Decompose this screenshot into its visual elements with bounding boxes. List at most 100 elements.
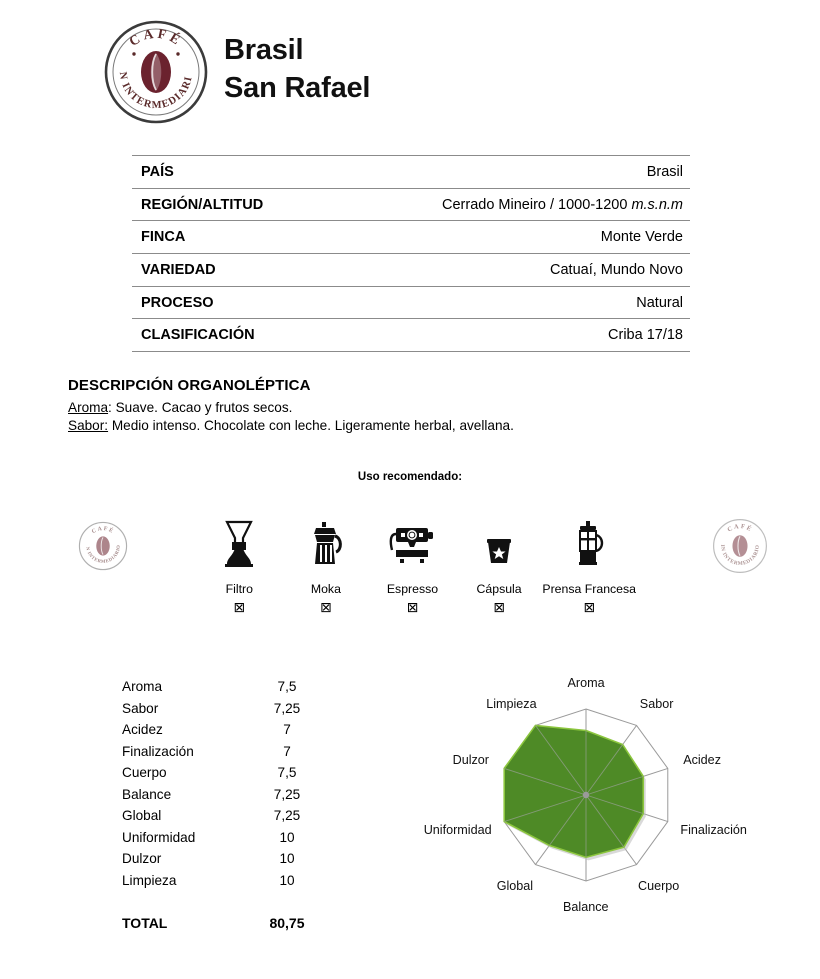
- score-row: Limpieza 10: [122, 870, 332, 892]
- radar-svg: [503, 708, 669, 882]
- score-row: Balance 7,25: [122, 784, 332, 806]
- french-press-icon: [569, 508, 609, 570]
- brew-method-checkbox[interactable]: ⊠: [320, 600, 332, 616]
- radar-axis-label: Acidez: [683, 753, 721, 768]
- spec-key: PAÍS: [141, 163, 174, 180]
- score-row: Aroma 7,5: [122, 676, 332, 698]
- espresso-machine-icon: [386, 508, 438, 570]
- score-value: 7,5: [277, 765, 297, 781]
- spec-key: CLASIFICACIÓN: [141, 327, 255, 344]
- page-title: Brasil San Rafael: [224, 31, 370, 108]
- radar-axis-label: Finalización: [680, 822, 747, 837]
- score-total-value: 80,75: [269, 914, 305, 931]
- score-name: Limpieza: [122, 872, 177, 888]
- radar-axis-label: Balance: [563, 900, 609, 915]
- capsule-icon: [483, 508, 515, 570]
- spec-value: Natural: [636, 294, 683, 311]
- score-name: Sabor: [122, 700, 159, 716]
- score-name: Acidez: [122, 722, 163, 738]
- score-total-row: TOTAL 80,75: [122, 912, 332, 934]
- title-line-country: Brasil: [224, 34, 304, 66]
- score-row: Sabor 7,25: [122, 698, 332, 720]
- score-value: 7,25: [273, 808, 301, 824]
- brew-method-checkbox[interactable]: ⊠: [583, 600, 596, 616]
- brew-method-label: Moka: [310, 582, 341, 596]
- sabor-text: Medio intenso. Chocolate con leche. Lige…: [111, 418, 514, 433]
- score-row: Dulzor 10: [122, 848, 332, 870]
- sabor-line: Sabor: Medio intenso. Chocolate con lech…: [68, 418, 768, 433]
- spec-key: VARIEDAD: [141, 261, 216, 278]
- brew-method-checkbox[interactable]: ⊠: [233, 600, 246, 616]
- brew-method-label: Filtro: [225, 582, 253, 596]
- brew-method-label: Prensa Francesa: [542, 582, 637, 596]
- organoleptic-description: DESCRIPCIÓN ORGANOLÉPTICA Aroma: Suave. …: [68, 377, 768, 436]
- brew-method-prensa-francesa[interactable]: Prensa Francesa ⊠: [542, 508, 636, 615]
- score-value: 10: [279, 851, 295, 867]
- brand-logo-watermark-right-icon: CAFÉ SIN INTERMEDIARIOS: [710, 514, 768, 574]
- title-line-farm: San Rafael: [224, 72, 371, 105]
- radar-axis-label: Dulzor: [452, 753, 489, 768]
- svg-text:CAFÉ: CAFÉ: [726, 523, 754, 534]
- score-name: Dulzor: [122, 851, 162, 867]
- score-value: 10: [279, 872, 295, 888]
- pourover-icon: [219, 508, 259, 570]
- score-name: Aroma: [122, 679, 163, 695]
- sabor-label: Sabor:: [68, 418, 109, 433]
- table-row: REGIÓN/ALTITUD Cerrado Mineiro / 1000-12…: [132, 187, 690, 221]
- spec-value: Brasil: [646, 163, 683, 180]
- spec-value: Cerrado Mineiro / 1000-1200 m.s.n.m: [442, 196, 683, 213]
- score-row: Acidez 7: [122, 719, 332, 741]
- radar-axis-label: Sabor: [639, 697, 674, 712]
- table-row: VARIEDAD Catuaí, Mundo Novo: [132, 253, 690, 286]
- spec-key: PROCESO: [141, 294, 214, 311]
- score-name: Uniformidad: [122, 829, 196, 845]
- page-header: CAFÉ SIN INTERMEDIARIOS Brasil San Rafae…: [0, 0, 820, 140]
- score-total-label: TOTAL: [122, 914, 168, 931]
- brew-method-filtro[interactable]: Filtro ⊠: [196, 508, 283, 615]
- score-name: Cuerpo: [122, 765, 167, 781]
- brew-method-moka[interactable]: Moka ⊠: [283, 508, 370, 615]
- spec-key: REGIÓN/ALTITUD: [141, 196, 264, 213]
- spec-value: Catuaí, Mundo Novo: [550, 261, 683, 278]
- score-value: 7: [283, 722, 291, 738]
- radar-axis-label: Aroma: [567, 675, 605, 690]
- brew-method-checkbox[interactable]: ⊠: [406, 600, 419, 616]
- score-value: 7,25: [273, 786, 301, 802]
- table-row: FINCA Monte Verde: [132, 220, 690, 253]
- score-value: 7: [283, 743, 291, 759]
- brew-method-espresso[interactable]: Espresso ⊠: [369, 508, 456, 615]
- svg-text:CAFÉ: CAFÉ: [91, 526, 116, 536]
- aroma-line: Aroma: Suave. Cacao y frutos secos.: [68, 400, 293, 415]
- description-heading: DESCRIPCIÓN ORGANOLÉPTICA: [68, 377, 311, 394]
- radar-axis-label: Global: [496, 878, 534, 893]
- spec-value: Monte Verde: [600, 229, 683, 246]
- brand-logo-watermark-left-icon: CAFÉ SIN INTERMEDIARIOS: [76, 518, 128, 571]
- score-value: 7,5: [277, 679, 297, 695]
- brand-logo-icon: CAFÉ SIN INTERMEDIARIOS: [104, 20, 208, 124]
- score-row: Finalización 7: [122, 741, 332, 763]
- table-row: CLASIFICACIÓN Criba 17/18: [132, 318, 690, 353]
- specification-table: PAÍS Brasil REGIÓN/ALTITUD Cerrado Minei…: [132, 155, 690, 353]
- table-row: PAÍS Brasil: [132, 155, 690, 188]
- usage-heading: Uso recomendado:: [357, 471, 463, 483]
- brew-method-capsula[interactable]: Cápsula ⊠: [456, 508, 543, 615]
- score-row: Cuerpo 7,5: [122, 762, 332, 784]
- score-value: 7,25: [273, 700, 301, 716]
- aroma-text: Suave. Cacao y frutos secos.: [115, 400, 293, 415]
- score-row: Uniformidad 10: [122, 827, 332, 849]
- moka-pot-icon: [306, 508, 346, 570]
- brew-method-label: Cápsula: [476, 582, 522, 596]
- spec-value: Criba 17/18: [608, 327, 683, 344]
- brew-methods-list: Filtro ⊠ Moka ⊠: [196, 508, 636, 615]
- cupping-radar-chart: Aroma Sabor Acidez Finalización Cuerpo Balanc…: [420, 660, 810, 930]
- score-name: Balance: [122, 786, 172, 802]
- score-name: Finalización: [122, 743, 194, 759]
- brew-method-label: Espresso: [386, 582, 439, 596]
- score-value: 10: [279, 829, 295, 845]
- brew-method-checkbox[interactable]: ⊠: [493, 600, 505, 616]
- score-row: Global 7,25: [122, 805, 332, 827]
- spec-key: FINCA: [141, 229, 186, 246]
- radar-axis-label: Cuerpo: [638, 878, 680, 893]
- radar-axis-label: Uniformidad: [423, 822, 492, 837]
- score-name: Global: [122, 808, 162, 824]
